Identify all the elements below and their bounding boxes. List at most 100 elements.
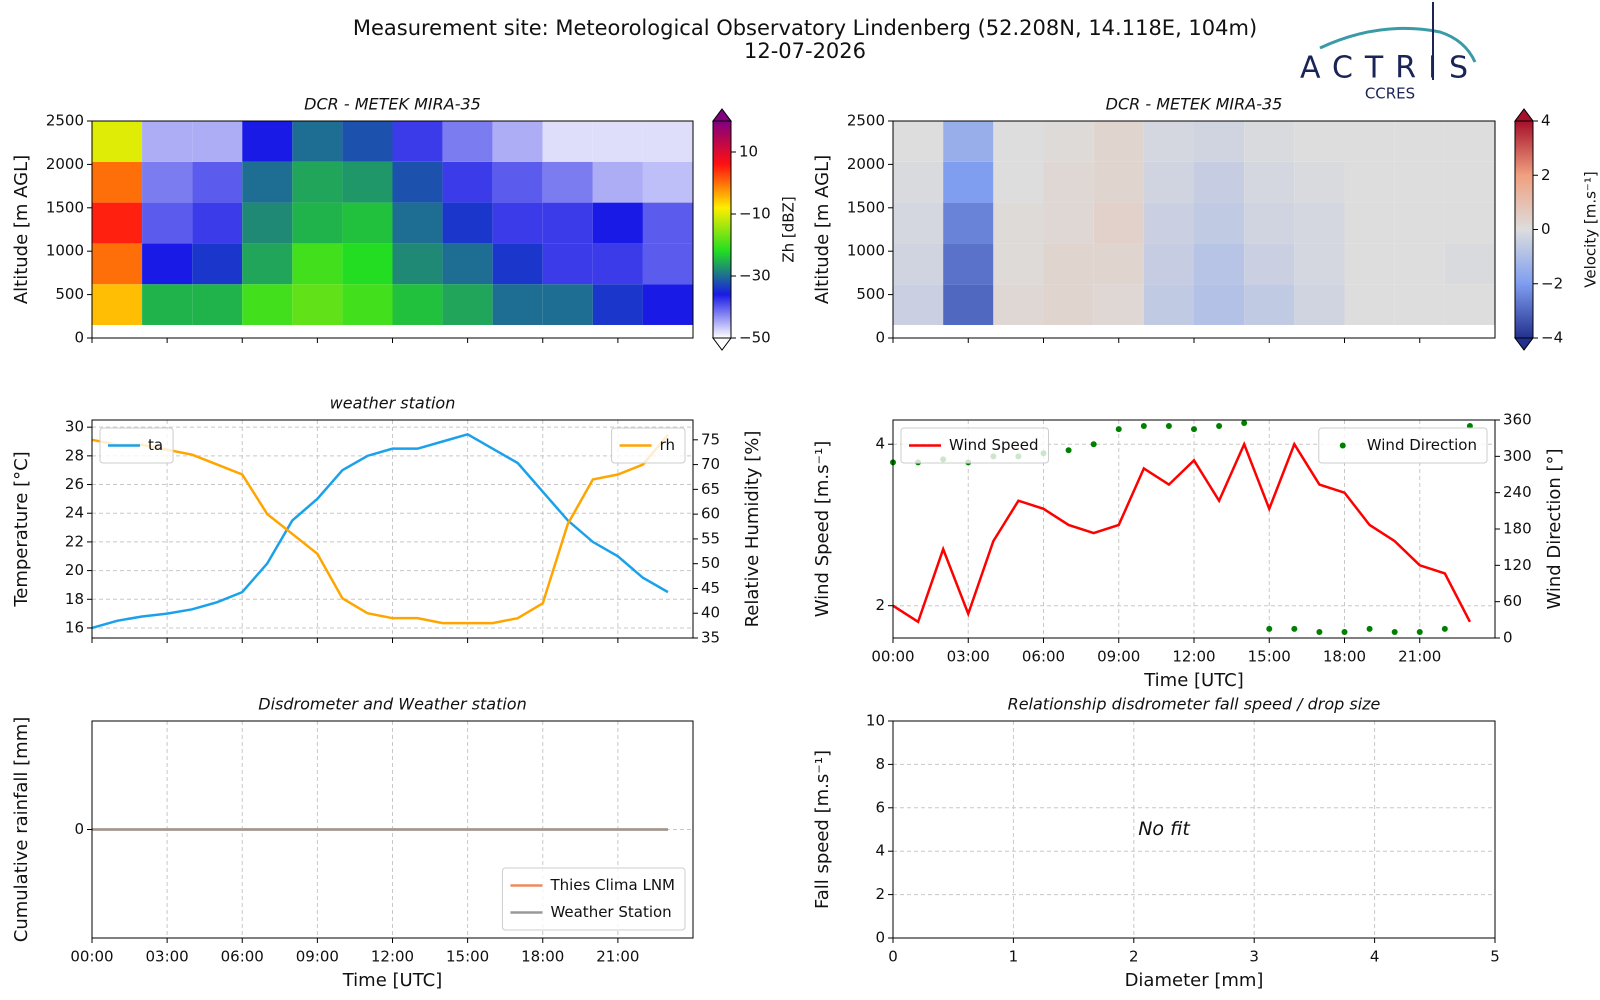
y2-tick-label: 180 [1503, 520, 1532, 538]
x-axis-label: Diameter [mm] [1125, 970, 1264, 991]
marker [1165, 423, 1172, 430]
heatmap-cell [1194, 202, 1245, 244]
heatmap-cell [342, 161, 393, 203]
heatmap-cell [492, 161, 543, 203]
y-tick-label: 4 [875, 842, 885, 860]
legend-label: rh [660, 436, 675, 454]
y2-tick-label: 0 [1503, 629, 1513, 647]
panel-title: DCR - METEK MIRA-35 [304, 95, 481, 114]
heatmap-cell [1444, 284, 1495, 325]
logo-subtext: CCRES [1365, 85, 1415, 103]
marker [1115, 426, 1122, 433]
heatmap-cell [993, 161, 1044, 203]
legend: Wind Speed [900, 427, 1049, 464]
heatmap-cell [1143, 202, 1194, 244]
y-tick-label: 2000 [46, 155, 84, 173]
heatmap-cell [1444, 161, 1495, 203]
heatmap-cell [292, 284, 343, 325]
x-tick-label: 21:00 [1398, 648, 1441, 666]
y2-axis-label: Wind Direction [°] [1544, 448, 1565, 609]
heatmap-cell [943, 243, 994, 285]
heatmap-cell [292, 243, 343, 285]
legend-label: Weather Station [550, 903, 671, 921]
annotation: No fit [1138, 818, 1191, 840]
panel: Disdrometer and Weather station 0 00:00 03:… [11, 695, 694, 991]
heatmap-cell [1093, 284, 1144, 325]
heatmap-cell [392, 121, 443, 162]
x-tick-label: 4 [1370, 948, 1380, 966]
y2-tick-label: 45 [701, 579, 720, 597]
axes-frame [892, 120, 1496, 339]
heatmap-cell [342, 202, 393, 244]
logo-arc [1319, 26, 1477, 63]
y2-tick-label: 40 [701, 604, 720, 622]
axes-frame [91, 120, 694, 339]
y-tick-label: 6 [875, 798, 885, 816]
y-tick-label: 1500 [46, 198, 84, 216]
colorbar-label: Velocity [m.s⁻¹] [1582, 171, 1600, 287]
x-tick-label: 15:00 [446, 948, 489, 966]
y-tick-label: 2000 [847, 155, 885, 173]
axes-frame [91, 720, 694, 939]
marker [1191, 426, 1197, 433]
figure-date: 12-07-2026 [744, 39, 866, 63]
legend-box [501, 867, 686, 931]
y-tick-label: 0 [74, 329, 84, 347]
heatmap-cell [1444, 202, 1495, 244]
axes-frame [91, 419, 694, 639]
heatmap-cell [1394, 121, 1445, 162]
y-axis-label: Wind Speed [m.s⁻¹] [812, 441, 833, 618]
y2-tick-label: 70 [701, 455, 720, 473]
heatmap-cell [392, 202, 443, 244]
heatmap-cell [1093, 243, 1144, 285]
heatmap-cell [192, 243, 243, 285]
x-tick-label: 06:00 [221, 948, 264, 966]
heatmap-cell [993, 243, 1044, 285]
heatmap-cell [392, 243, 443, 285]
legend-label: Wind Speed [949, 436, 1039, 454]
heatmap-cell [1394, 202, 1445, 244]
x-tick-label: 12:00 [371, 948, 414, 966]
y2-axis-label: Relative Humidity [%] [742, 431, 763, 628]
y2-tick-label: 75 [701, 430, 720, 448]
heatmap-cell [492, 121, 543, 162]
colorbar-tick-label: 10 [739, 143, 758, 161]
legend-label: Thies Clima LNM [549, 876, 675, 894]
heatmap-cell [1244, 284, 1295, 325]
heatmap-cell [492, 202, 543, 244]
y-tick-label: 2 [875, 596, 885, 614]
axes-frame [892, 419, 1496, 639]
marker [1441, 625, 1448, 632]
y-axis-label: Altitude [m AGL] [812, 155, 833, 304]
x-axis-label: Time [UTC] [342, 970, 443, 991]
heatmap-cell [1344, 161, 1395, 203]
y-tick-label: 0 [74, 820, 84, 838]
y2-tick-label: 60 [1503, 592, 1522, 610]
heatmap-cell [592, 121, 643, 162]
marker [1366, 625, 1373, 632]
heatmap-cell [442, 202, 493, 244]
heatmap-cell [642, 284, 693, 325]
x-tick-label: 21:00 [596, 948, 639, 966]
y-tick-label: 30 [65, 418, 84, 436]
y2-tick-label: 240 [1503, 483, 1532, 501]
y-tick-label: 16 [65, 618, 84, 636]
panel: DCR - METEK MIRA-35 0 500 1000 1500 2000 2500 A… [11, 95, 798, 351]
heatmap-cell [943, 284, 994, 325]
heatmap-cell [1194, 284, 1245, 325]
heatmap-cell [542, 243, 593, 285]
y-tick-label: 0 [875, 929, 885, 947]
y-axis-label: Cumulative rainfall [mm] [11, 717, 32, 943]
heatmap-cell [1294, 202, 1345, 244]
heatmap-cell [1093, 161, 1144, 203]
heatmap-cell [92, 284, 143, 325]
heatmap-cell [1344, 202, 1395, 244]
heatmap-cell [342, 284, 393, 325]
heatmap-cell [342, 243, 393, 285]
y-tick-label: 1000 [46, 242, 84, 260]
heatmap-cell [242, 202, 293, 244]
x-tick-label: 0 [888, 948, 898, 966]
x-tick-label: 09:00 [1097, 648, 1140, 666]
heatmap-cell [192, 161, 243, 203]
